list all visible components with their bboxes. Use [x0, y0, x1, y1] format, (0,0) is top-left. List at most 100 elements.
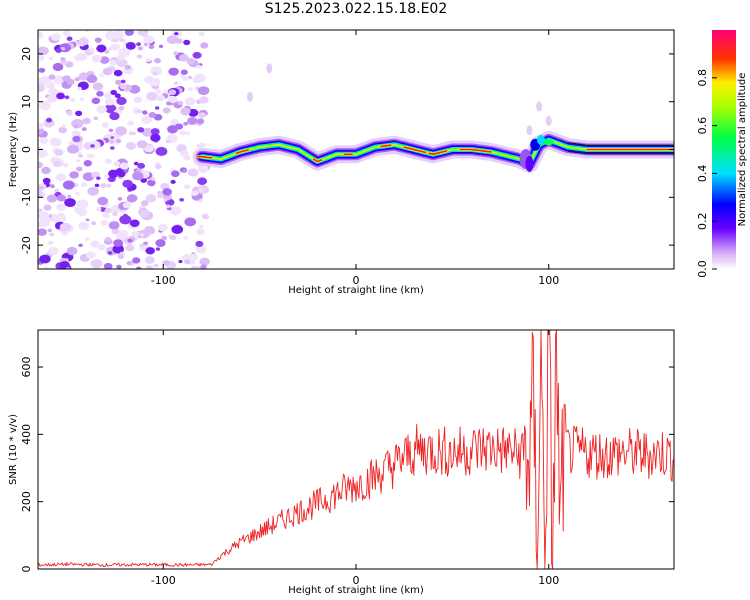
spectrogram-x-tick-label: 0 — [353, 274, 360, 287]
noise-blob — [139, 243, 145, 248]
noise-blob — [141, 115, 153, 124]
noise-blob — [100, 219, 109, 226]
noise-blob — [116, 54, 125, 61]
noise-blob — [77, 151, 82, 156]
noise-blob — [150, 176, 156, 181]
noise-blob — [66, 78, 75, 86]
noise-blob — [47, 228, 53, 233]
noise-blob — [198, 198, 204, 203]
noise-blob — [200, 42, 209, 49]
noise-blob — [95, 206, 102, 212]
noise-blob — [119, 215, 132, 225]
noise-blob — [186, 57, 195, 65]
noise-blob — [42, 177, 51, 184]
noise-blob — [152, 71, 158, 76]
noise-blob — [73, 124, 79, 129]
noise-blob — [119, 84, 127, 90]
noise-blob — [199, 257, 210, 266]
noise-blob — [155, 89, 162, 94]
colorbar: 0.0 0.2 0.4 0.6 0.8 Normalized spectral ampl… — [696, 30, 748, 278]
ridge-peak-core — [235, 149, 249, 155]
noise-blob — [116, 58, 128, 68]
noise-blob — [59, 222, 71, 232]
noise-blob — [81, 127, 87, 132]
noise-blob — [67, 194, 72, 198]
noise-blob — [94, 37, 102, 43]
noise-blob — [144, 145, 154, 153]
noise-blob — [121, 209, 126, 214]
noise-blob — [101, 122, 110, 128]
noise-blob — [109, 112, 120, 121]
colorbar-tick-label: 0.4 — [696, 165, 709, 183]
noise-blob — [162, 260, 170, 266]
noise-blob — [132, 257, 141, 264]
noise-blob — [53, 75, 65, 84]
noise-blob — [137, 46, 144, 51]
noise-blob — [84, 237, 90, 242]
noise-blob — [39, 137, 49, 144]
noise-blob — [180, 150, 190, 157]
noise-blob — [91, 54, 102, 63]
noise-blob — [104, 207, 112, 214]
noise-blob — [41, 166, 51, 175]
noise-blob — [178, 259, 183, 264]
noise-blob — [174, 32, 179, 36]
noise-blob — [38, 31, 44, 39]
noise-blob — [102, 67, 113, 76]
noise-blob — [132, 171, 144, 181]
ridge-peak-core — [312, 158, 323, 163]
noise-blob — [140, 177, 147, 183]
colorbar-tick-label: 0.2 — [696, 212, 709, 230]
spectrogram-y-tick-label: 0 — [20, 146, 33, 153]
noise-blob — [170, 170, 180, 178]
noise-blob — [50, 33, 61, 41]
noise-blob — [168, 89, 177, 96]
noise-blob — [38, 67, 46, 73]
noise-blob — [120, 79, 126, 84]
noise-blob — [78, 37, 89, 46]
noise-blob — [104, 104, 117, 114]
noise-blob — [155, 146, 168, 156]
noise-blob — [192, 51, 202, 59]
noise-blob — [154, 106, 160, 110]
noise-blob — [43, 204, 52, 211]
noise-blob — [83, 160, 92, 167]
noise-blob — [100, 183, 107, 189]
noise-blob — [88, 48, 95, 53]
noise-blob — [75, 110, 83, 117]
noise-blob — [148, 111, 157, 118]
noise-blob — [93, 116, 99, 121]
noise-blob — [104, 97, 116, 106]
noise-blob — [126, 194, 138, 203]
noise-blob — [133, 161, 139, 166]
noise-blob — [162, 107, 171, 114]
noise-blob — [38, 149, 48, 158]
noise-blob — [187, 116, 198, 126]
noise-blob — [161, 235, 168, 241]
noise-blob — [169, 234, 177, 241]
noise-blob — [96, 90, 104, 97]
noise-blob — [96, 176, 101, 180]
noise-blob — [47, 246, 59, 256]
noise-blob — [55, 48, 62, 53]
noise-blob — [55, 173, 67, 182]
ridge-peak-core — [459, 148, 492, 153]
noise-blob — [49, 184, 55, 189]
noise-blob — [54, 214, 60, 219]
noise-blob — [46, 194, 58, 203]
noise-blob — [198, 112, 207, 119]
noise-blob — [125, 141, 137, 150]
noise-blob — [104, 174, 110, 179]
noise-blob — [54, 149, 64, 157]
noise-blob — [200, 264, 207, 269]
noise-blob — [102, 212, 110, 219]
noise-blob — [59, 59, 68, 66]
noise-blob — [147, 179, 156, 187]
noise-blob — [196, 118, 205, 125]
noise-blob — [119, 251, 125, 256]
noise-blob — [66, 246, 78, 256]
noise-blob — [188, 108, 199, 117]
noise-blob — [127, 120, 134, 126]
